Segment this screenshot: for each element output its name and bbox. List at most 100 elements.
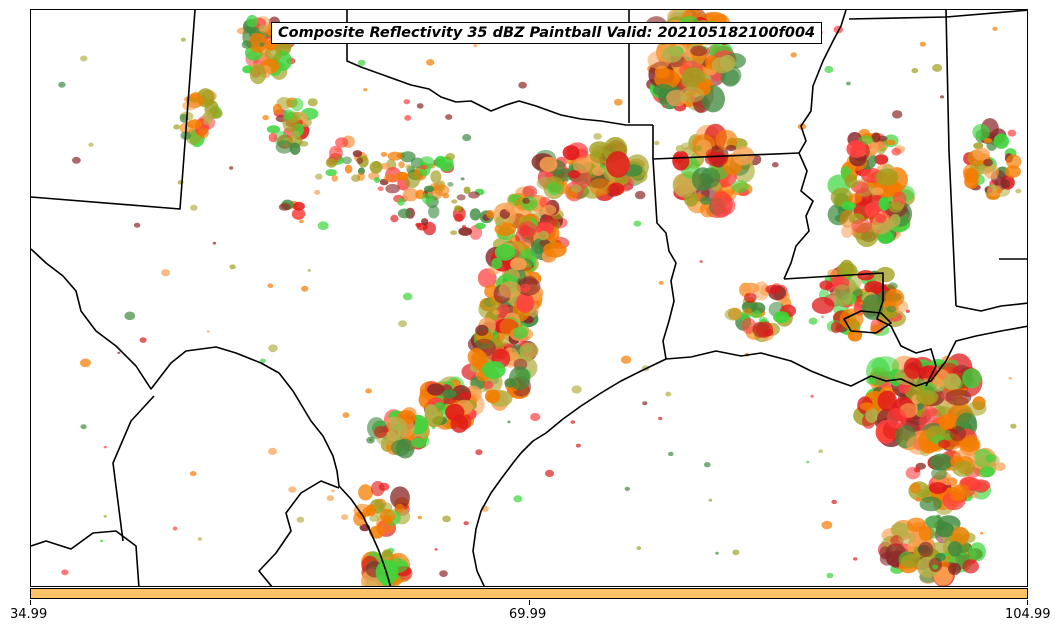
reflectivity-blob bbox=[520, 196, 538, 211]
reflectivity-blob bbox=[633, 220, 642, 227]
reflectivity-blob bbox=[341, 514, 349, 520]
reflectivity-blob bbox=[405, 164, 412, 170]
reflectivity-blob bbox=[486, 210, 494, 219]
reflectivity-blob bbox=[826, 572, 834, 579]
al-fl-border bbox=[955, 302, 1027, 312]
reflectivity-blob bbox=[898, 532, 916, 544]
reflectivity-blob bbox=[846, 81, 851, 86]
reflectivity-blob bbox=[642, 401, 648, 406]
reflectivity-blob bbox=[903, 357, 923, 379]
reflectivity-blob bbox=[914, 467, 921, 473]
reflectivity-blob bbox=[1015, 188, 1022, 194]
reflectivity-blob bbox=[996, 188, 1003, 194]
reflectivity-blob bbox=[296, 516, 305, 523]
reflectivity-blob bbox=[832, 284, 853, 307]
reflectivity-blob bbox=[61, 569, 69, 576]
reflectivity-blob bbox=[331, 489, 335, 493]
reflectivity-blob bbox=[72, 156, 81, 164]
reflectivity-blob bbox=[675, 145, 685, 152]
reflectivity-blob bbox=[80, 358, 91, 368]
reflectivity-blob bbox=[447, 182, 454, 187]
reflectivity-blob bbox=[124, 311, 136, 321]
reflectivity-blob bbox=[658, 280, 664, 285]
reflectivity-blob bbox=[519, 283, 531, 293]
reflectivity-blob bbox=[522, 185, 538, 199]
reflectivity-blob bbox=[742, 282, 760, 294]
reflectivity-blob bbox=[919, 41, 927, 47]
reflectivity-blob bbox=[473, 44, 478, 48]
reflectivity-blob bbox=[859, 301, 864, 305]
colorbar-tick-mid bbox=[529, 600, 530, 605]
reflectivity-blob bbox=[427, 383, 445, 396]
texas-coast bbox=[472, 358, 667, 586]
reflectivity-blob bbox=[875, 168, 899, 186]
reflectivity-blob bbox=[259, 358, 266, 364]
reflectivity-blob bbox=[88, 142, 94, 147]
ms-al-border bbox=[945, 10, 957, 307]
reflectivity-blob bbox=[462, 134, 472, 142]
reflectivity-blob bbox=[512, 326, 528, 340]
reflectivity-blob bbox=[290, 130, 301, 139]
reflectivity-blob bbox=[993, 133, 1009, 149]
reflectivity-blob bbox=[979, 531, 984, 535]
reflectivity-blob bbox=[839, 209, 856, 228]
reflectivity-blob bbox=[397, 171, 409, 180]
reflectivity-blob bbox=[249, 64, 267, 85]
reflectivity-blob bbox=[517, 221, 538, 238]
reflectivity-blob bbox=[620, 355, 632, 364]
reflectivity-blob bbox=[886, 139, 896, 146]
reflectivity-blob bbox=[661, 45, 683, 63]
reflectivity-blob bbox=[290, 97, 304, 112]
reflectivity-blob bbox=[861, 294, 884, 320]
reflectivity-blob bbox=[949, 425, 966, 442]
mexico-state-line-1 bbox=[112, 395, 155, 542]
reflectivity-blob bbox=[841, 201, 856, 211]
reflectivity-blob bbox=[704, 151, 728, 167]
reflectivity-blob bbox=[831, 499, 837, 505]
reflectivity-blob bbox=[440, 381, 445, 385]
reflectivity-blob bbox=[744, 292, 757, 303]
colorbar bbox=[30, 588, 1028, 599]
reflectivity-blob bbox=[962, 368, 982, 389]
reflectivity-blob bbox=[700, 167, 721, 188]
reflectivity-map bbox=[31, 10, 1027, 586]
reflectivity-blob bbox=[428, 205, 440, 219]
reflectivity-blob bbox=[299, 219, 304, 224]
reflectivity-blob bbox=[363, 88, 368, 92]
reflectivity-blob bbox=[932, 564, 938, 570]
reflectivity-blob bbox=[516, 293, 535, 313]
reflectivity-blob bbox=[906, 517, 926, 532]
reflectivity-blob bbox=[929, 453, 953, 471]
reflectivity-blob bbox=[357, 172, 365, 181]
reflectivity-blob bbox=[403, 99, 411, 105]
reflectivity-blob bbox=[943, 373, 961, 391]
reflectivity-blob bbox=[369, 438, 373, 442]
reflectivity-blob bbox=[900, 554, 922, 568]
reflectivity-blob bbox=[871, 356, 900, 377]
reflectivity-blob bbox=[568, 170, 581, 179]
reflectivity-blob bbox=[398, 320, 407, 328]
reflectivity-blob bbox=[951, 526, 970, 546]
reflectivity-blob bbox=[830, 321, 842, 334]
reflectivity-blob bbox=[390, 214, 399, 223]
reflectivity-blob bbox=[494, 244, 516, 261]
reflectivity-blob bbox=[267, 283, 274, 289]
reflectivity-blob bbox=[592, 166, 605, 176]
reflectivity-blob bbox=[456, 194, 466, 201]
reflectivity-blob bbox=[402, 188, 419, 202]
reflectivity-blob bbox=[380, 151, 388, 157]
reflectivity-blob bbox=[910, 482, 921, 494]
reflectivity-blob bbox=[851, 219, 873, 234]
reflectivity-paintball-layer bbox=[58, 10, 1022, 586]
reflectivity-blob bbox=[905, 309, 911, 313]
reflectivity-blob bbox=[952, 460, 975, 477]
reflectivity-blob bbox=[424, 404, 438, 419]
reflectivity-blob bbox=[198, 127, 209, 139]
reflectivity-blob bbox=[380, 162, 390, 170]
reflectivity-blob bbox=[911, 67, 919, 74]
reflectivity-blob bbox=[258, 24, 267, 31]
reflectivity-blob bbox=[844, 174, 858, 188]
reflectivity-blob bbox=[874, 154, 889, 165]
reflectivity-blob bbox=[358, 484, 374, 501]
reflectivity-blob bbox=[522, 197, 530, 204]
